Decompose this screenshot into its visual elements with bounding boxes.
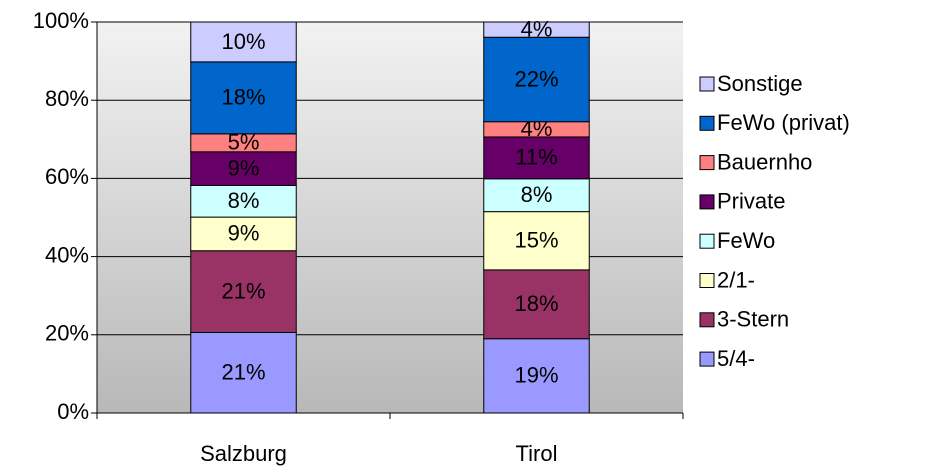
data-label: 21%	[221, 360, 265, 385]
y-tick-label: 20%	[45, 321, 89, 346]
y-tick-label: 0%	[57, 399, 89, 424]
data-label: 8%	[521, 182, 553, 207]
legend-label: 3-Stern	[717, 307, 789, 332]
data-label: 18%	[514, 291, 558, 316]
bar-segment	[483, 36, 590, 123]
y-tick-label: 80%	[45, 86, 89, 111]
data-label: 4%	[521, 16, 553, 41]
legend-label: FeWo	[717, 228, 775, 253]
legend-label: Sonstige	[717, 71, 803, 96]
legend-swatch	[699, 351, 715, 367]
bar-segment	[190, 331, 297, 414]
data-label: 8%	[228, 188, 260, 213]
legend-swatch	[699, 194, 715, 210]
legend-swatch	[699, 76, 715, 92]
legend-label: Private	[717, 189, 785, 214]
y-tick-label: 60%	[45, 164, 89, 189]
legend-swatch	[699, 273, 715, 288]
plot-area	[97, 22, 683, 413]
legend-label: 2/1-	[717, 267, 755, 292]
legend-label: FeWo (privat)	[717, 110, 850, 135]
bar-segment	[483, 211, 590, 271]
data-label: 9%	[228, 155, 260, 180]
bar-segment	[190, 151, 297, 186]
bar-segment	[190, 216, 297, 252]
legend-swatch	[699, 115, 715, 131]
bar-segment	[190, 250, 297, 333]
data-label: 15%	[514, 228, 558, 253]
legend-swatch	[699, 233, 715, 249]
bar-segment	[483, 21, 590, 38]
bar-segment	[190, 61, 297, 135]
legend-label: 5/4-	[717, 346, 755, 371]
data-label: 10%	[221, 29, 265, 54]
x-tick-label: Salzburg	[200, 441, 287, 466]
data-label: 22%	[514, 66, 558, 91]
legend-swatch	[699, 155, 715, 171]
legend-label: Bauernho	[717, 149, 812, 174]
bar-segment	[483, 269, 590, 340]
y-tick-label: 100%	[33, 8, 89, 33]
data-label: 19%	[514, 363, 558, 388]
bar-segment	[190, 184, 297, 218]
data-label: 21%	[221, 278, 265, 303]
data-label: 18%	[221, 85, 265, 110]
legend-swatch	[699, 312, 715, 328]
data-label: 11%	[515, 145, 557, 170]
y-tick-label: 40%	[45, 242, 89, 267]
data-label: 9%	[228, 221, 260, 246]
x-tick-label: Tirol	[516, 441, 558, 466]
bar-segment	[190, 21, 297, 63]
bar-segment	[483, 338, 590, 414]
